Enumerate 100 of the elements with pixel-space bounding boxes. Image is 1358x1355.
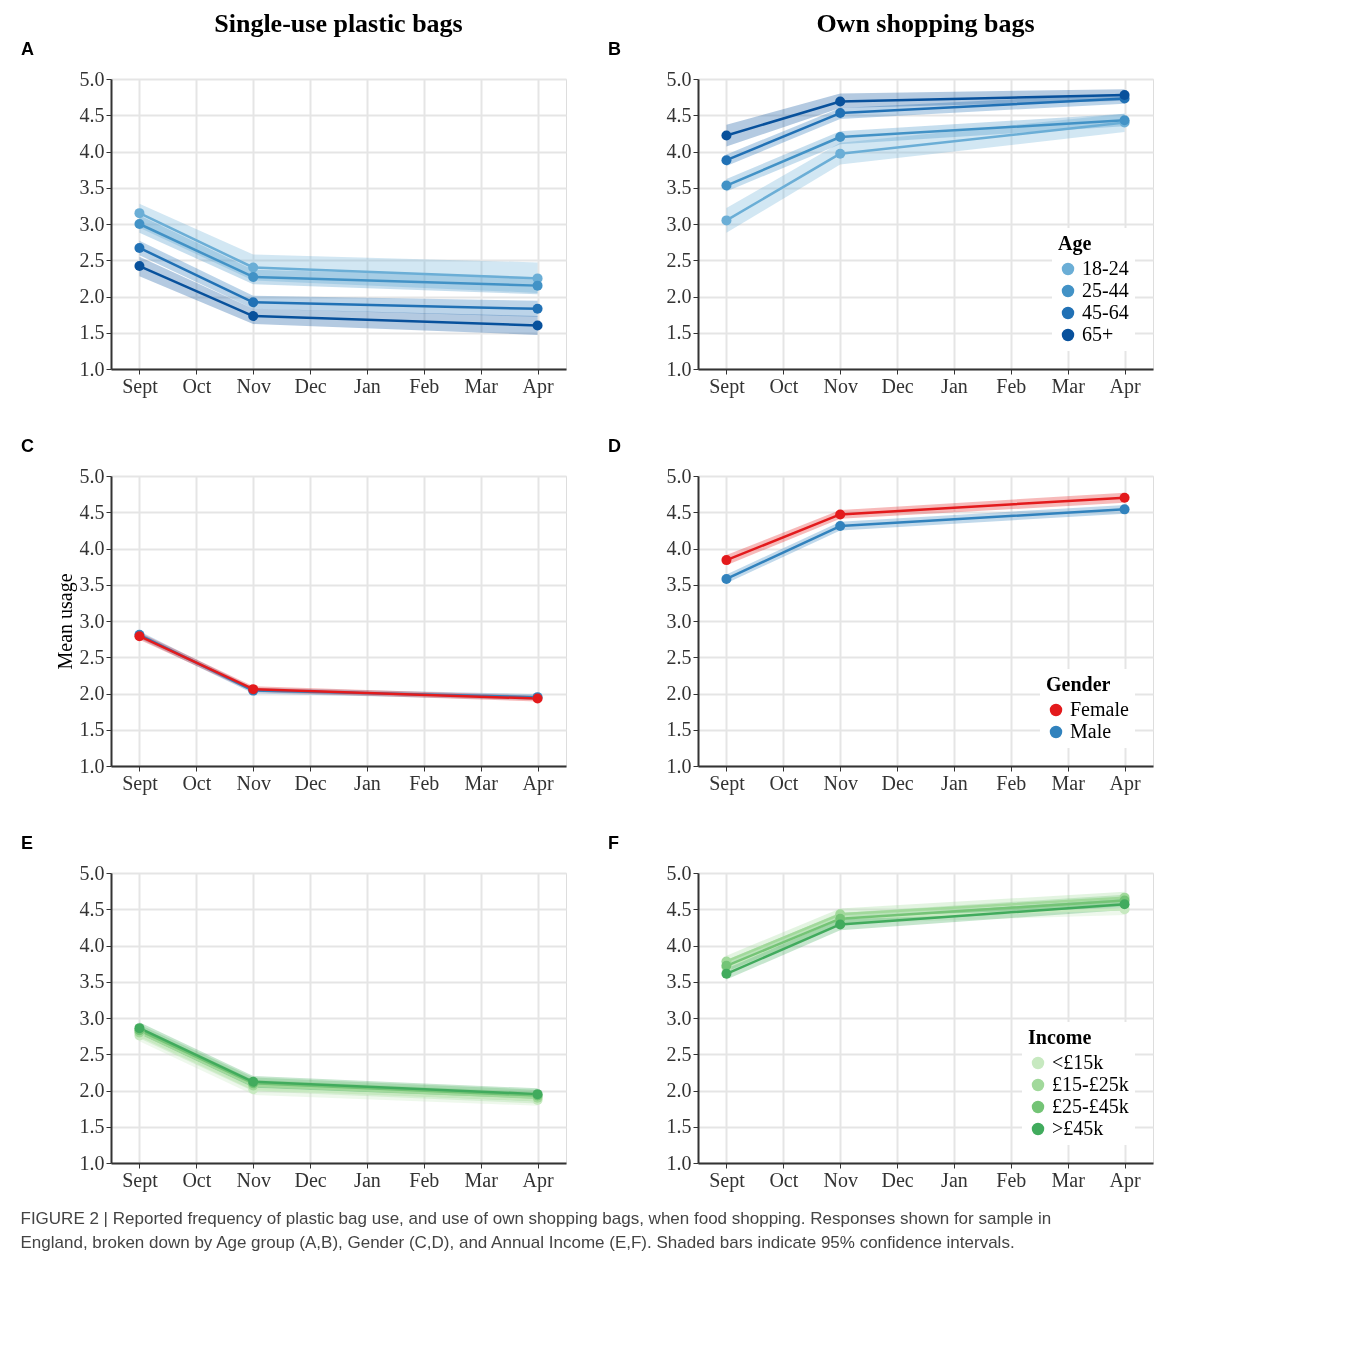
text: D (608, 436, 621, 456)
x-tick-label: Feb (996, 771, 1027, 794)
legend-label: <£15k (1052, 1051, 1104, 1073)
legend-label: 25-44 (1082, 279, 1129, 301)
y-tick-label: 1.5 (79, 718, 105, 741)
y-tick-label: 4.5 (79, 897, 105, 920)
y-tick-label: 3.5 (666, 176, 692, 199)
y-tick-label: 3.0 (666, 1006, 692, 1029)
y-tick-label: 2.0 (666, 285, 692, 307)
y-tick-label: 1.0 (666, 754, 692, 777)
y-axis-title: Mean usage (53, 573, 77, 670)
y-tick-label: 4.5 (79, 500, 105, 523)
y-tick-label: 2.0 (79, 285, 105, 307)
text: E (21, 833, 34, 853)
x-tick-label: Mar (464, 771, 499, 794)
chart-title: Own shopping bags (816, 9, 1035, 38)
y-tick-label: 2.5 (79, 1042, 105, 1065)
y-tick-label: 1.0 (79, 1151, 105, 1174)
legend-label: Male (1070, 720, 1112, 742)
y-tick-label: 5.0 (666, 861, 692, 884)
chart-title: Single-use plastic bags (214, 9, 463, 38)
y-tick-label: 4.5 (666, 897, 692, 920)
x-tick-label: Sept (122, 771, 159, 795)
y-tick-label: 3.0 (79, 609, 105, 632)
y-tick-label: 3.0 (666, 609, 692, 632)
caption: FIGURE 2 | Reported frequency of plastic bag use, and use of own shopping bags, when food shopping. Responses shown for sample in England, broken down by Age group (A,B), Gender (C,D), and Annual Income (E,F). Shaded bars indicate 95% confidence intervals. (20, 1208, 1052, 1252)
legend-label: 65+ (1082, 323, 1114, 345)
y-tick-label: 4.0 (666, 934, 692, 956)
y-tick-label: 2.5 (666, 1042, 692, 1065)
x-tick-label: Mar (1051, 771, 1086, 794)
y-tick-label: 3.5 (79, 573, 105, 596)
y-tick-label: 2.0 (666, 1079, 692, 1101)
y-tick-label: 5.0 (79, 861, 105, 884)
y-tick-label: 5.0 (666, 67, 692, 90)
legend-label: 45-64 (1082, 301, 1129, 323)
y-tick-label: 2.5 (79, 248, 105, 271)
y-tick-label: 5.0 (79, 464, 105, 487)
x-tick-label: Feb (996, 374, 1027, 397)
x-tick-label: Nov (236, 374, 271, 397)
x-tick-label: Oct (769, 374, 799, 397)
legend-title: Age (1058, 232, 1092, 255)
x-tick-label: Jan (941, 1168, 968, 1191)
legend-label: £15-£25k (1052, 1073, 1129, 1095)
x-tick-label: Jan (354, 374, 381, 397)
x-tick-label: Mar (1051, 1168, 1086, 1191)
x-tick-label: Sept (709, 374, 746, 398)
x-tick-label: Dec (294, 1168, 327, 1191)
x-tick-label: Oct (769, 771, 799, 794)
legend-title: Gender (1046, 673, 1111, 695)
x-tick-label: Apr (522, 1168, 554, 1192)
x-tick-label: Feb (996, 1168, 1027, 1191)
x-tick-label: Jan (941, 374, 968, 397)
y-tick-label: 1.5 (79, 321, 105, 344)
y-tick-label: 1.0 (666, 357, 692, 380)
y-tick-label: 3.5 (666, 573, 692, 596)
x-tick-label: Dec (881, 1168, 914, 1191)
x-tick-label: Nov (823, 1168, 858, 1191)
x-tick-label: Sept (709, 771, 746, 795)
y-tick-label: 2.0 (79, 1079, 105, 1101)
y-tick-label: 4.0 (79, 537, 105, 559)
x-tick-label: Nov (823, 771, 858, 794)
x-tick-label: Apr (522, 771, 554, 795)
y-tick-label: 2.5 (666, 645, 692, 668)
x-tick-label: Nov (823, 374, 858, 397)
x-tick-label: Dec (294, 771, 327, 794)
x-tick-label: Sept (122, 374, 159, 398)
y-tick-label: 2.0 (666, 682, 692, 704)
y-tick-label: 1.0 (79, 754, 105, 777)
text: F (608, 833, 619, 853)
x-tick-label: Apr (1109, 1168, 1141, 1192)
x-tick-label: Jan (354, 771, 381, 794)
x-tick-label: Jan (941, 771, 968, 794)
y-tick-label: 1.5 (79, 1115, 105, 1138)
x-tick-label: Feb (409, 771, 440, 794)
y-tick-label: 1.5 (666, 1115, 692, 1138)
y-tick-label: 3.5 (79, 970, 105, 993)
y-tick-label: 3.0 (666, 212, 692, 235)
y-tick-label: 4.0 (666, 537, 692, 559)
x-tick-label: Jan (354, 1168, 381, 1191)
legend-label: 18-24 (1082, 257, 1129, 279)
x-tick-label: Mar (1051, 374, 1086, 397)
x-tick-label: Mar (464, 1168, 499, 1191)
x-tick-label: Oct (182, 374, 212, 397)
y-tick-label: 1.5 (666, 718, 692, 741)
x-tick-label: Apr (522, 374, 554, 398)
y-tick-label: 4.5 (666, 103, 692, 126)
y-tick-label: 3.0 (79, 212, 105, 235)
y-tick-label: 5.0 (79, 67, 105, 90)
x-tick-label: Apr (1109, 374, 1141, 398)
x-tick-label: Oct (182, 771, 212, 794)
legend-label: £25-£45k (1052, 1095, 1129, 1117)
y-tick-label: 3.0 (79, 1006, 105, 1029)
y-tick-label: 2.5 (79, 645, 105, 668)
text: B (608, 39, 621, 59)
x-tick-label: Apr (1109, 771, 1141, 795)
y-tick-label: 3.5 (79, 176, 105, 199)
text: A (21, 39, 34, 59)
x-tick-label: Dec (881, 771, 914, 794)
legend-label: >£45k (1052, 1117, 1104, 1139)
text: C (21, 436, 34, 456)
